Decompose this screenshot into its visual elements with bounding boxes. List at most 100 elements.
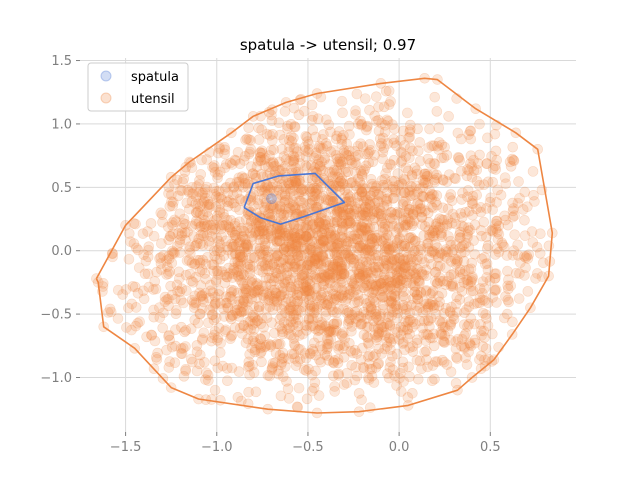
utensil-point xyxy=(412,334,423,346)
utensil-point xyxy=(316,228,328,239)
utensil-point xyxy=(228,264,240,276)
utensil-point xyxy=(228,239,240,250)
utensil-point xyxy=(275,270,287,281)
utensil-point xyxy=(404,328,415,340)
utensil-point xyxy=(300,221,311,233)
utensil-point xyxy=(363,339,375,350)
utensil-point xyxy=(355,138,366,150)
utensil-point xyxy=(304,259,315,271)
utensil-point xyxy=(287,243,299,255)
utensil-point xyxy=(392,206,403,218)
utensil-point xyxy=(388,289,400,300)
utensil-point xyxy=(317,232,329,244)
utensil-point xyxy=(155,207,167,219)
utensil-point xyxy=(462,321,473,332)
utensil-point xyxy=(462,229,473,240)
utensil-point xyxy=(490,223,502,235)
utensil-point xyxy=(317,280,329,291)
utensil-point xyxy=(349,374,361,386)
utensil-point xyxy=(277,230,289,242)
utensil-point xyxy=(424,158,436,169)
utensil-point xyxy=(405,180,416,192)
utensil-point xyxy=(363,275,375,287)
utensil-point xyxy=(274,200,286,212)
utensil-point xyxy=(422,301,434,313)
utensil-point xyxy=(332,180,344,192)
utensil-point xyxy=(331,261,342,272)
utensil-point xyxy=(265,339,277,351)
utensil-point xyxy=(388,192,400,204)
utensil-point xyxy=(350,159,361,171)
utensil-point xyxy=(389,291,401,302)
utensil-point xyxy=(208,182,220,194)
utensil-point xyxy=(502,308,513,320)
utensil-point xyxy=(336,139,348,150)
utensil-point xyxy=(449,172,460,184)
utensil-point xyxy=(325,301,337,312)
utensil-point xyxy=(399,238,411,250)
utensil-point xyxy=(409,235,421,247)
utensil-point xyxy=(369,205,380,216)
utensil-point xyxy=(485,192,497,204)
utensil-point xyxy=(247,277,258,289)
utensil-point xyxy=(431,106,443,117)
utensil-point xyxy=(531,241,543,253)
utensil-point xyxy=(137,285,149,297)
utensil-point xyxy=(331,272,342,283)
utensil-point xyxy=(476,325,487,337)
utensil-point xyxy=(419,168,431,180)
utensil-point xyxy=(130,302,142,313)
utensil-point xyxy=(422,302,434,314)
utensil-point xyxy=(339,184,351,196)
utensil-point xyxy=(337,263,348,274)
utensil-point xyxy=(164,356,175,367)
utensil-point xyxy=(341,238,352,249)
utensil-point xyxy=(313,390,325,401)
utensil-point xyxy=(480,309,491,320)
utensil-point xyxy=(257,225,268,237)
utensil-point xyxy=(358,293,370,305)
utensil-point xyxy=(196,264,208,276)
utensil-point xyxy=(262,370,274,381)
utensil-point xyxy=(356,342,368,354)
utensil-point xyxy=(391,277,402,289)
utensil-point xyxy=(319,298,330,309)
utensil-point xyxy=(328,271,339,283)
legend-marker-spatula xyxy=(100,70,112,82)
utensil-point xyxy=(447,208,459,220)
utensil-point xyxy=(148,311,160,323)
utensil-point xyxy=(250,285,262,297)
utensil-point xyxy=(279,277,290,289)
utensil-point xyxy=(386,218,398,229)
utensil-point xyxy=(360,271,371,282)
utensil-point xyxy=(273,184,285,196)
utensil-point xyxy=(424,332,436,344)
utensil-point xyxy=(367,214,379,226)
utensil-point xyxy=(209,384,221,396)
utensil-point xyxy=(267,128,278,140)
utensil-point xyxy=(373,114,384,126)
utensil-point xyxy=(301,260,313,271)
utensil-point xyxy=(253,301,265,312)
utensil-point xyxy=(373,125,385,137)
utensil-point xyxy=(295,228,307,239)
utensil-point xyxy=(291,245,302,257)
utensil-point xyxy=(243,356,255,368)
utensil-point xyxy=(344,191,356,203)
utensil-point xyxy=(411,165,423,176)
utensil-point xyxy=(419,315,430,327)
utensil-point xyxy=(377,153,388,165)
utensil-point xyxy=(424,321,435,332)
utensil-point xyxy=(345,244,357,256)
utensil-point xyxy=(246,234,258,245)
utensil-point xyxy=(355,228,366,240)
utensil-point xyxy=(288,338,300,350)
utensil-point xyxy=(345,154,357,166)
utensil-point xyxy=(202,199,213,211)
utensil-point xyxy=(332,357,344,369)
utensil-point xyxy=(526,226,538,237)
utensil-point xyxy=(395,135,406,146)
utensil-point xyxy=(367,208,378,220)
utensil-point xyxy=(400,293,411,304)
utensil-point xyxy=(214,347,226,358)
